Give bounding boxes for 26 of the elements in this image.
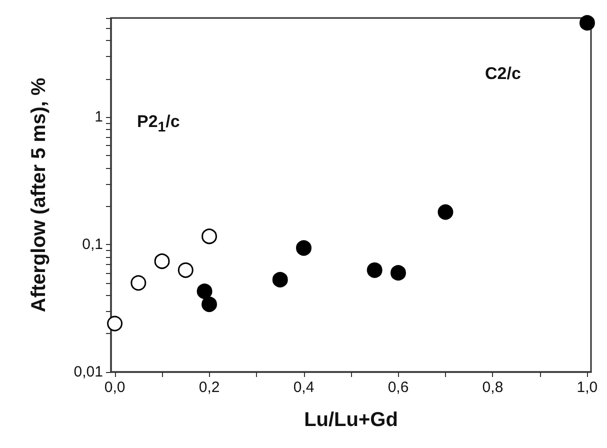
- x-tick-label: 0,0: [104, 379, 126, 396]
- x-axis-title: Lu/Lu+Gd: [304, 409, 398, 431]
- x-tick-label: 0,6: [388, 379, 409, 396]
- y-tick-label: 0,1: [82, 236, 103, 254]
- point: [296, 240, 312, 256]
- point: [579, 15, 595, 31]
- point: [366, 262, 382, 278]
- x-tick-label: 0,2: [198, 379, 220, 396]
- x-tick-label: 0,4: [293, 379, 314, 396]
- y-axis-title: Afterglow (after 5 ms), %: [28, 78, 50, 312]
- point: [196, 284, 212, 300]
- x-tick-label: 1,0: [576, 379, 598, 396]
- point: [130, 275, 146, 291]
- point: [178, 262, 194, 278]
- point: [438, 204, 454, 220]
- annotation: P2$_{1}$/c: [137, 112, 180, 136]
- point: [202, 228, 218, 244]
- y-tick-label: 1: [94, 108, 103, 126]
- point: [202, 296, 218, 312]
- y-tick-label: 0,01: [74, 364, 103, 380]
- point: [107, 316, 123, 332]
- x-tick-label: 0,8: [482, 379, 504, 396]
- annotation: C2/c: [485, 64, 521, 84]
- point: [154, 253, 170, 269]
- point: [272, 272, 288, 288]
- point: [390, 265, 406, 281]
